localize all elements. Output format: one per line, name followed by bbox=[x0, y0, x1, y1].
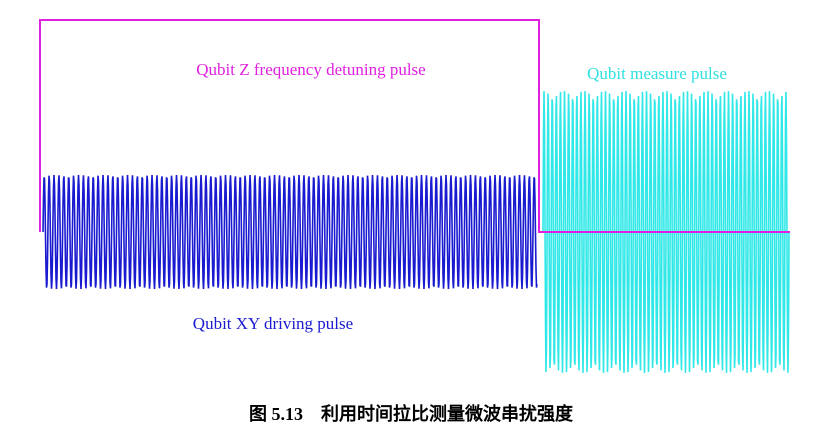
z-pulse-outline bbox=[39, 19, 790, 233]
measure-pulse-label: Qubit measure pulse bbox=[587, 64, 727, 83]
xy-wave bbox=[42, 174, 538, 290]
caption: 图 5.13 利用时间拉比测量微波串扰强度 bbox=[249, 403, 574, 424]
z-pulse-label: Qubit Z frequency detuning pulse bbox=[196, 60, 425, 79]
xy-pulse-label: Qubit XY driving pulse bbox=[193, 314, 353, 333]
